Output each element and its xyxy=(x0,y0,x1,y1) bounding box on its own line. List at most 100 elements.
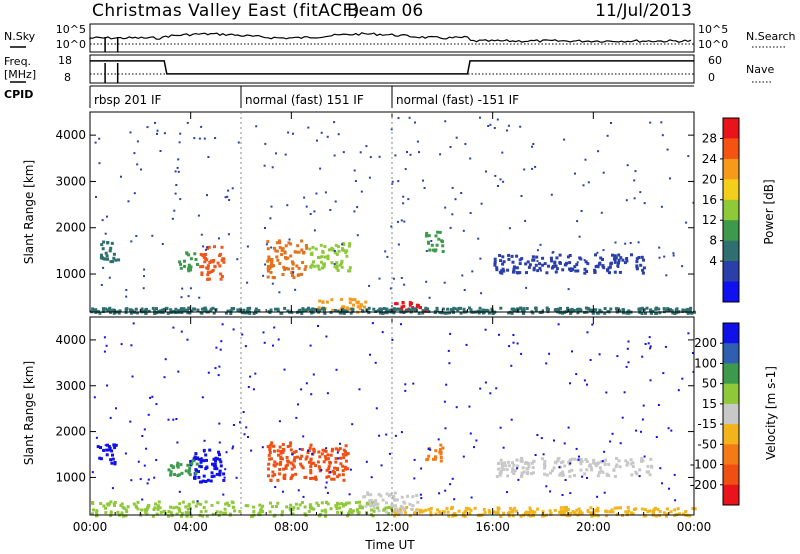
scatter-cell xyxy=(591,323,594,326)
data-cell xyxy=(268,448,272,452)
data-cell xyxy=(187,263,191,267)
scatter-cell xyxy=(329,471,332,474)
scatter-cell xyxy=(354,180,357,182)
data-cell xyxy=(570,468,574,472)
x-tick-label: 00:00 xyxy=(73,520,108,534)
scatter-cell xyxy=(394,154,397,157)
data-cell xyxy=(589,506,593,510)
data-cell xyxy=(205,247,209,251)
data-cell xyxy=(596,461,600,465)
data-cell xyxy=(266,267,270,271)
data-cell xyxy=(561,311,564,315)
data-cell xyxy=(477,311,481,315)
scatter-cell xyxy=(277,338,280,341)
scatter-cell xyxy=(200,233,203,236)
x-tick-label: 12:00 xyxy=(375,520,410,534)
data-cell xyxy=(269,271,273,274)
data-cell xyxy=(227,504,231,507)
scatter-cell xyxy=(629,242,632,244)
data-cell xyxy=(360,309,364,313)
scatter-cell xyxy=(413,458,416,461)
scatter-cell xyxy=(473,446,475,449)
scatter-cell xyxy=(520,195,523,197)
data-cell xyxy=(112,502,116,506)
colorbar-segment xyxy=(723,343,739,364)
scatter-cell xyxy=(400,219,403,222)
scatter-cell xyxy=(586,331,589,334)
data-cell xyxy=(528,510,531,514)
scatter-cell xyxy=(596,495,599,498)
scatter-cell xyxy=(125,295,128,298)
scatter-cell xyxy=(176,166,179,169)
data-cell xyxy=(190,462,194,466)
scatter-cell xyxy=(356,206,359,209)
data-cell xyxy=(184,469,188,473)
scatter-cell xyxy=(181,287,184,290)
n-sky-label: N.Sky xyxy=(4,30,36,43)
data-cell xyxy=(404,309,408,313)
data-cell xyxy=(292,506,296,510)
data-cell xyxy=(169,308,173,312)
scatter-cell xyxy=(649,121,652,124)
scatter-cell xyxy=(384,250,387,253)
data-cell xyxy=(178,309,182,313)
scatter-cell xyxy=(542,453,545,456)
data-cell xyxy=(502,511,506,515)
data-cell xyxy=(658,510,662,513)
data-cell xyxy=(106,502,110,506)
data-cell xyxy=(203,260,207,264)
scatter-cell xyxy=(139,478,142,481)
scatter-cell xyxy=(174,170,177,173)
data-cell xyxy=(627,311,631,315)
scatter-cell xyxy=(687,155,690,158)
data-cell xyxy=(344,453,348,457)
scatter-cell xyxy=(625,199,628,202)
data-cell xyxy=(113,446,117,450)
data-cell xyxy=(321,266,324,270)
data-cell xyxy=(268,457,272,461)
data-cell xyxy=(198,480,202,484)
scatter-cell xyxy=(271,282,274,285)
scatter-cell xyxy=(173,209,176,212)
data-cell xyxy=(411,495,415,499)
data-cell xyxy=(194,456,198,460)
scatter-cell xyxy=(252,388,255,391)
scatter-cell xyxy=(207,156,210,158)
data-cell xyxy=(536,269,540,273)
data-cell xyxy=(218,470,222,474)
data-cell xyxy=(584,260,588,264)
scatter-cell xyxy=(334,200,337,203)
scatter-cell xyxy=(341,243,344,246)
scatter-cell xyxy=(140,168,142,171)
data-cell xyxy=(326,254,330,258)
data-cell xyxy=(563,464,567,468)
data-cell xyxy=(104,307,107,311)
data-cell xyxy=(296,455,300,459)
data-cell xyxy=(222,472,226,476)
scatter-cell xyxy=(460,192,463,194)
data-cell xyxy=(631,512,635,516)
data-cell xyxy=(245,309,249,313)
data-cell xyxy=(505,468,509,471)
data-cell xyxy=(106,443,109,447)
scatter-cell xyxy=(326,135,329,138)
scatter-cell xyxy=(444,206,447,209)
data-cell xyxy=(604,509,608,513)
data-cell xyxy=(369,499,373,503)
x-tick-label: 20:00 xyxy=(576,520,611,534)
data-cell xyxy=(496,508,500,512)
scatter-cell xyxy=(261,446,264,449)
data-cell xyxy=(648,473,652,477)
data-cell xyxy=(117,258,121,262)
data-cell xyxy=(340,502,344,506)
data-cell xyxy=(323,455,327,459)
scatter-cell xyxy=(317,325,319,327)
data-cell xyxy=(486,309,490,313)
data-cell xyxy=(98,456,102,460)
data-cell xyxy=(684,510,688,513)
colorbar-tick-label: 8 xyxy=(709,234,717,248)
data-cell xyxy=(204,480,208,483)
data-cell xyxy=(603,307,607,311)
data-cell xyxy=(323,255,327,259)
scatter-cell xyxy=(655,436,658,438)
